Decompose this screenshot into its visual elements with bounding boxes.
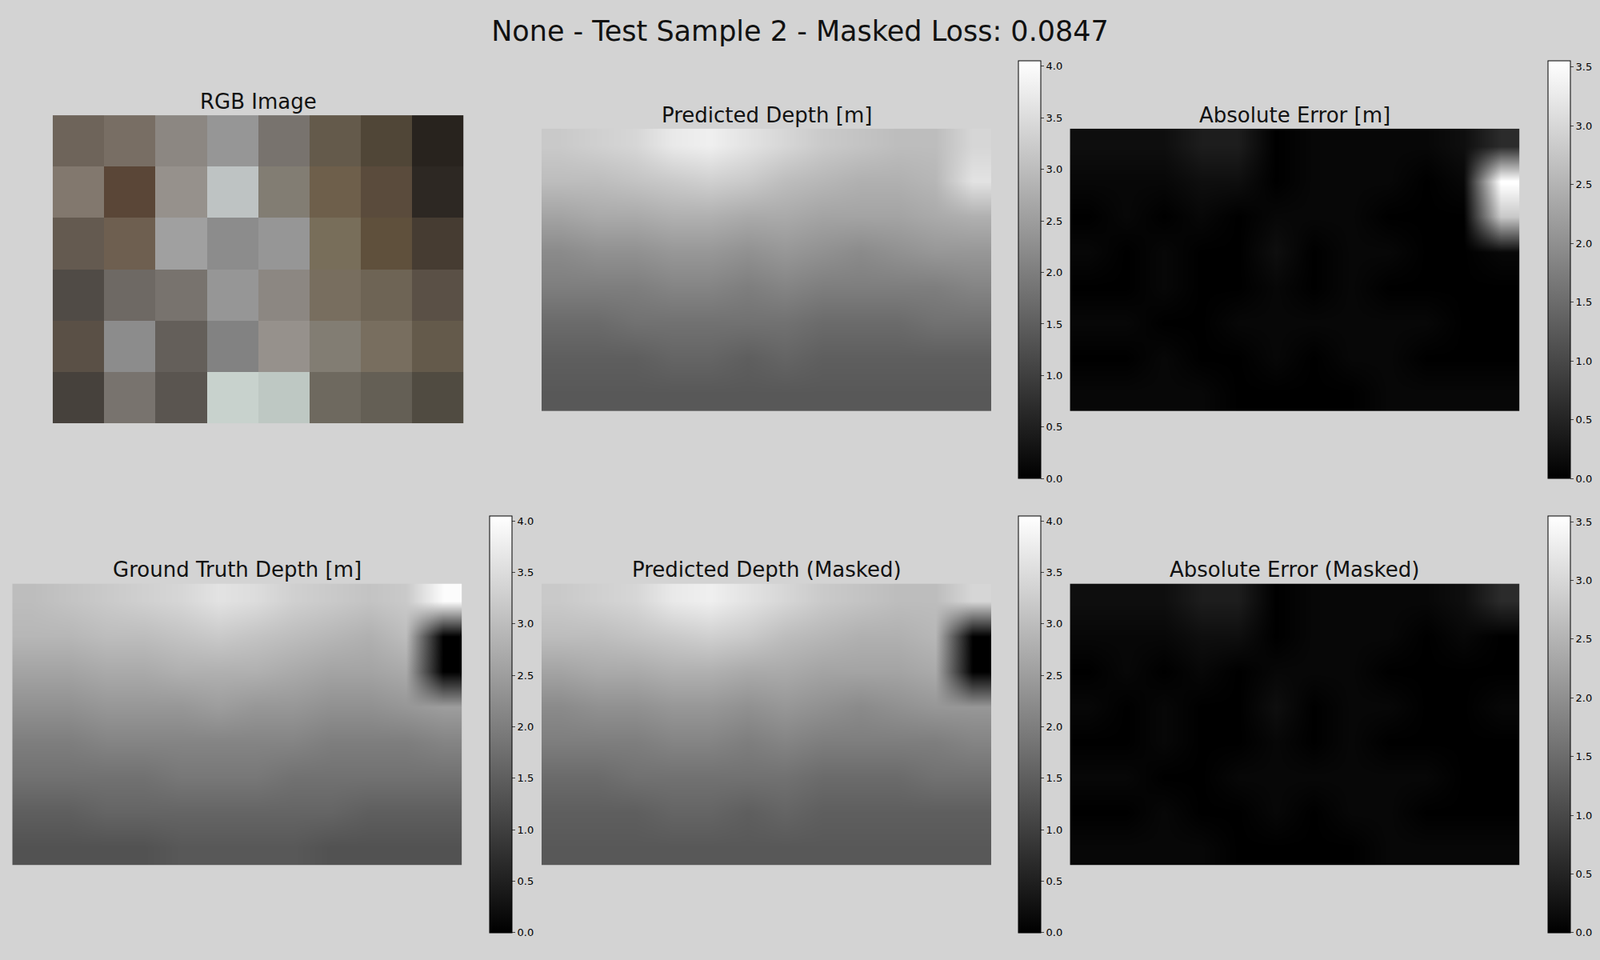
svg-text:2.5: 2.5: [1576, 632, 1593, 645]
svg-text:0.0: 0.0: [1046, 472, 1064, 485]
svg-text:2.0: 2.0: [1046, 720, 1064, 733]
svg-text:2.0: 2.0: [517, 720, 535, 733]
svg-text:2.5: 2.5: [1046, 215, 1064, 228]
svg-text:1.0: 1.0: [517, 824, 535, 836]
svg-text:3.5: 3.5: [1046, 112, 1064, 124]
svg-text:0.5: 0.5: [1046, 875, 1064, 888]
svg-text:Predicted Depth [m]: Predicted Depth [m]: [661, 103, 872, 128]
svg-text:Predicted Depth (Masked): Predicted Depth (Masked): [632, 557, 902, 582]
svg-text:4.0: 4.0: [1046, 515, 1064, 528]
svg-text:2.5: 2.5: [1046, 669, 1064, 682]
svg-text:0.5: 0.5: [517, 875, 535, 888]
svg-text:1.5: 1.5: [1046, 318, 1064, 331]
svg-text:RGB Image: RGB Image: [200, 89, 317, 114]
svg-text:3.0: 3.0: [1576, 120, 1593, 132]
svg-text:0.0: 0.0: [1046, 926, 1064, 939]
svg-text:Absolute Error [m]: Absolute Error [m]: [1199, 103, 1391, 128]
svg-text:3.5: 3.5: [1576, 516, 1593, 528]
svg-text:0.5: 0.5: [1046, 420, 1064, 433]
svg-text:2.5: 2.5: [1576, 178, 1593, 191]
svg-text:2.5: 2.5: [517, 669, 535, 682]
svg-text:1.5: 1.5: [1576, 296, 1593, 308]
svg-text:1.0: 1.0: [1046, 824, 1064, 836]
svg-text:Absolute Error (Masked): Absolute Error (Masked): [1169, 557, 1420, 582]
svg-text:3.0: 3.0: [1046, 617, 1064, 630]
svg-text:1.0: 1.0: [1576, 355, 1593, 368]
svg-text:2.0: 2.0: [1576, 237, 1593, 250]
svg-text:3.0: 3.0: [517, 617, 535, 630]
svg-text:3.5: 3.5: [1046, 566, 1064, 579]
svg-text:1.5: 1.5: [1046, 772, 1064, 784]
svg-text:2.0: 2.0: [1576, 692, 1593, 704]
svg-text:1.5: 1.5: [517, 772, 535, 784]
svg-text:0.0: 0.0: [517, 926, 535, 939]
svg-text:3.0: 3.0: [1576, 574, 1593, 587]
svg-text:3.0: 3.0: [1046, 163, 1064, 176]
svg-text:None - Test Sample 2 - Masked: None - Test Sample 2 - Masked Loss: 0.08…: [491, 15, 1109, 48]
svg-text:0.5: 0.5: [1576, 413, 1593, 426]
svg-text:Ground Truth Depth [m]: Ground Truth Depth [m]: [112, 557, 362, 582]
svg-text:1.5: 1.5: [1576, 750, 1593, 763]
svg-text:1.0: 1.0: [1576, 809, 1593, 822]
svg-text:0.0: 0.0: [1576, 926, 1593, 939]
svg-text:4.0: 4.0: [1046, 60, 1064, 72]
svg-text:0.0: 0.0: [1576, 472, 1593, 485]
svg-text:3.5: 3.5: [517, 566, 535, 579]
svg-text:2.0: 2.0: [1046, 266, 1064, 279]
svg-text:0.5: 0.5: [1576, 868, 1593, 880]
svg-text:1.0: 1.0: [1046, 369, 1064, 382]
svg-text:4.0: 4.0: [517, 515, 535, 528]
svg-text:3.5: 3.5: [1576, 60, 1593, 73]
